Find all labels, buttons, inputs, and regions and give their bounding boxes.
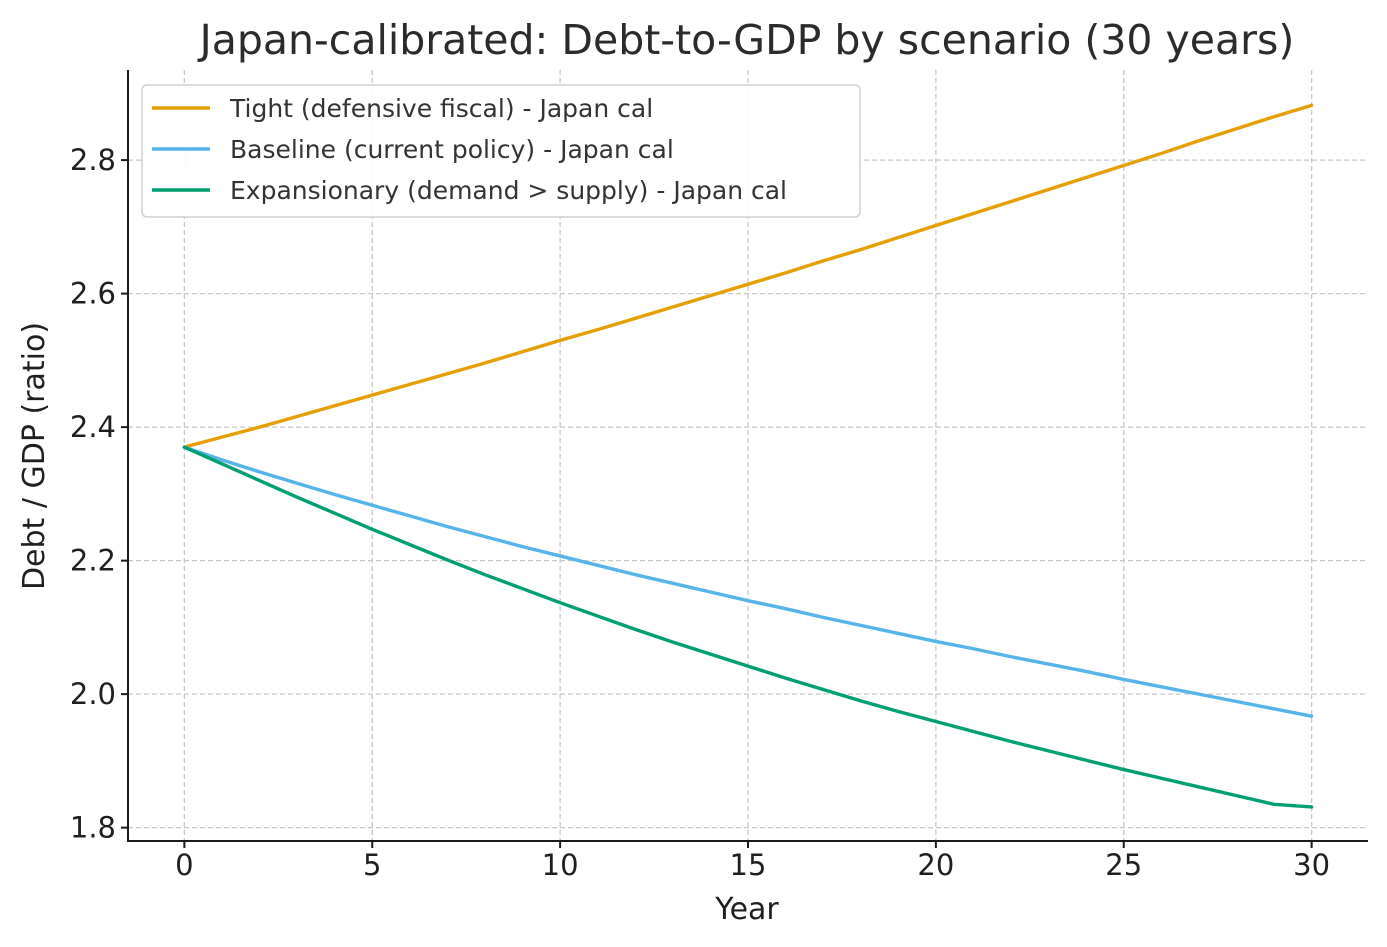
series-line-expansionary <box>182 445 1314 809</box>
x-tick-label: 30 <box>1293 848 1330 882</box>
x-tick-label: 0 <box>175 848 193 882</box>
legend-box <box>141 84 861 218</box>
x-tick-label: 10 <box>542 848 579 882</box>
series-line-tight <box>182 103 1314 449</box>
legend: Tight (defensive fiscal) - Japan cal Base… <box>141 84 861 218</box>
y-tick-label: 2.0 <box>70 677 116 711</box>
x-tick-label: 20 <box>917 848 954 882</box>
series-line-baseline <box>182 445 1314 718</box>
y-tick-label: 2.6 <box>70 277 116 311</box>
x-tick-label: 5 <box>363 848 381 882</box>
x-axis-label: Year <box>714 892 779 927</box>
y-tick-label: 2.8 <box>70 143 116 177</box>
chart-title: Japan-calibrated: Debt-to-GDP by scenari… <box>197 16 1295 64</box>
legend-label-tight: Tight (defensive fiscal) - Japan cal <box>229 94 653 123</box>
legend-label-baseline: Baseline (current policy) - Japan cal <box>230 135 674 164</box>
y-tick-label: 1.8 <box>70 811 116 845</box>
series-lines <box>182 103 1314 809</box>
y-axis-label: Debt / GDP (ratio) <box>17 322 52 590</box>
y-tick-label: 2.4 <box>70 410 116 444</box>
x-tick-label: 15 <box>730 848 767 882</box>
y-tick-label: 2.2 <box>70 544 116 578</box>
legend-label-expansionary: Expansionary (demand > supply) - Japan c… <box>230 176 787 205</box>
axis-ticks: 0 5 10 15 20 25 30 1.8 2.0 2.2 2.4 2.6 2.8 <box>70 143 1330 882</box>
x-tick-label: 25 <box>1105 848 1142 882</box>
